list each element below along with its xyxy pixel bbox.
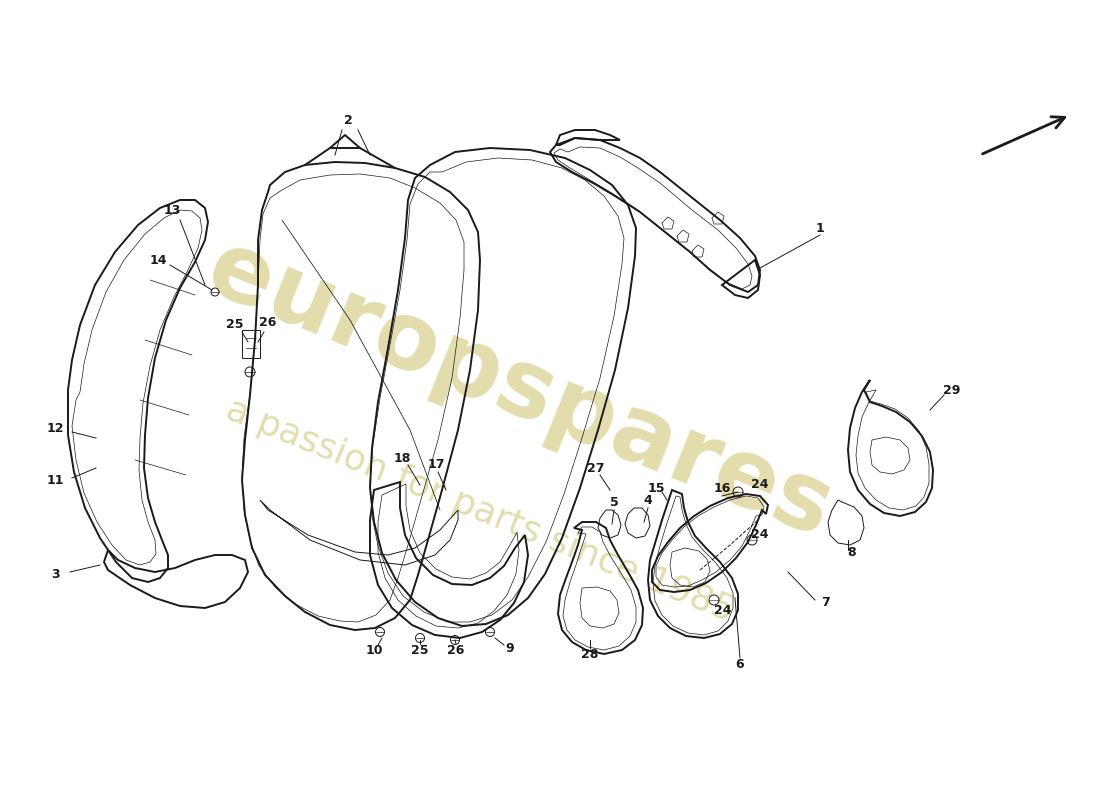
Text: 25: 25 xyxy=(411,643,429,657)
Text: 18: 18 xyxy=(394,451,410,465)
Text: 26: 26 xyxy=(260,315,277,329)
Text: 29: 29 xyxy=(944,383,960,397)
Text: a passion for parts since 1985: a passion for parts since 1985 xyxy=(221,392,739,628)
Text: 1: 1 xyxy=(815,222,824,234)
Text: 24: 24 xyxy=(751,478,769,490)
Text: 15: 15 xyxy=(647,482,664,494)
Text: 4: 4 xyxy=(644,494,652,506)
Text: 3: 3 xyxy=(51,569,59,582)
Text: 6: 6 xyxy=(736,658,745,671)
Text: 13: 13 xyxy=(163,203,180,217)
Text: 25: 25 xyxy=(227,318,244,331)
Text: 16: 16 xyxy=(713,482,730,494)
Text: 24: 24 xyxy=(714,603,732,617)
Text: 12: 12 xyxy=(46,422,64,434)
Text: 26: 26 xyxy=(448,643,464,657)
Text: 10: 10 xyxy=(365,643,383,657)
Text: 9: 9 xyxy=(506,642,515,654)
Text: 24: 24 xyxy=(751,529,769,542)
Text: 14: 14 xyxy=(150,254,167,266)
Text: 28: 28 xyxy=(581,649,598,662)
Text: 2: 2 xyxy=(343,114,352,126)
Text: 5: 5 xyxy=(609,495,618,509)
Text: 7: 7 xyxy=(821,595,829,609)
Text: europspares: europspares xyxy=(195,222,846,558)
Text: 17: 17 xyxy=(427,458,444,471)
Text: 11: 11 xyxy=(46,474,64,486)
Text: 27: 27 xyxy=(587,462,605,474)
Text: 8: 8 xyxy=(848,546,856,558)
